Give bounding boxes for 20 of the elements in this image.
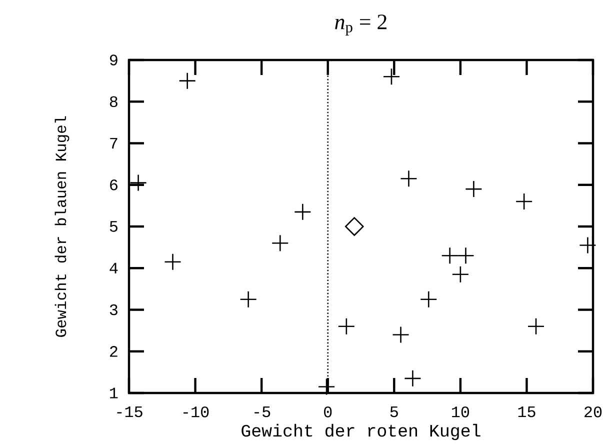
- y-tick-label: 2: [110, 346, 118, 357]
- y-axis-title: Gewicht der blauen Kugel: [54, 116, 70, 337]
- y-tick-label: 8: [110, 96, 118, 108]
- y-tick-label: 1: [110, 388, 118, 398]
- y-tick-label: 5: [110, 221, 118, 232]
- y-tick-label: 3: [110, 304, 118, 316]
- y-tick-label: 6: [110, 179, 118, 190]
- x-tick-label: 15: [518, 406, 536, 418]
- x-tick-label: -15: [117, 406, 142, 418]
- chart-title: n$_{p}$ = 2: [335, 14, 386, 36]
- y-tick-label: 4: [110, 262, 118, 274]
- x-tick-label: -10: [184, 406, 209, 418]
- x-tick-label: 5: [390, 406, 398, 418]
- x-tick-label: 20: [584, 406, 602, 418]
- y-tick-label: 7: [110, 138, 118, 149]
- x-tick-label: -5: [254, 406, 270, 418]
- x-tick-label: 10: [452, 406, 470, 418]
- x-axis-title: Gewicht der roten Kugel: [242, 424, 480, 440]
- y-tick-label: 9: [110, 54, 118, 66]
- x-tick-label: 0: [324, 406, 332, 418]
